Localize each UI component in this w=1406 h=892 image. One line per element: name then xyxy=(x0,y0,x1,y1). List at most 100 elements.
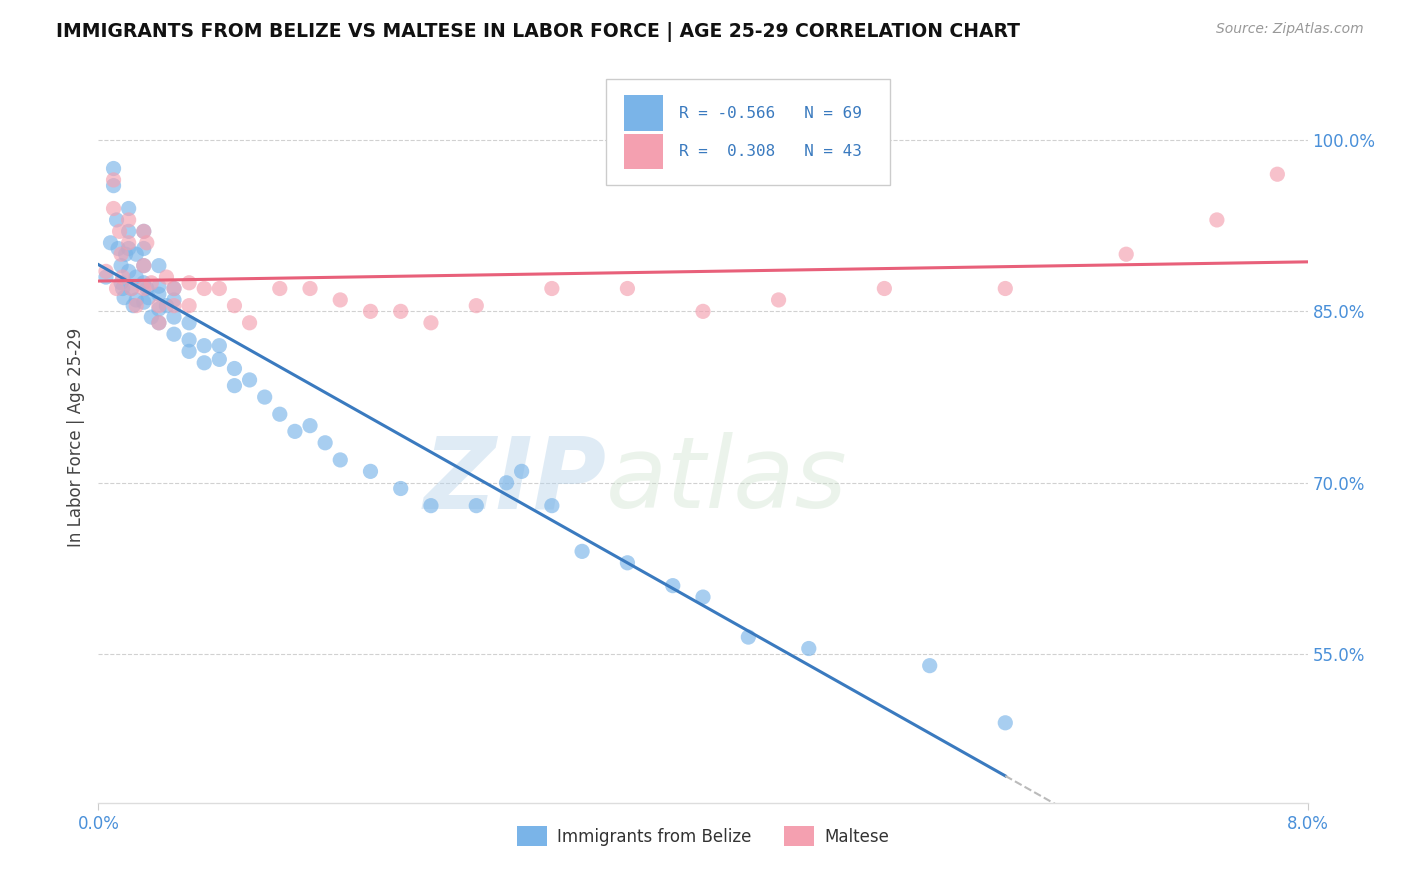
Point xyxy=(208,281,231,295)
Text: atlas: atlas xyxy=(606,433,848,530)
Point xyxy=(873,281,896,295)
Point xyxy=(329,453,352,467)
Text: IMMIGRANTS FROM BELIZE VS MALTESE IN LABOR FORCE | AGE 25-29 CORRELATION CHART: IMMIGRANTS FROM BELIZE VS MALTESE IN LAB… xyxy=(56,22,1021,42)
Point xyxy=(107,242,129,256)
Point xyxy=(125,299,148,313)
Point xyxy=(1115,247,1137,261)
Point xyxy=(118,242,141,256)
Point xyxy=(1206,213,1229,227)
Point xyxy=(253,390,276,404)
Point xyxy=(110,259,132,273)
Point xyxy=(148,301,170,317)
Point xyxy=(692,304,714,318)
Point xyxy=(155,299,177,313)
Point xyxy=(360,304,382,318)
Point xyxy=(148,287,170,301)
Point xyxy=(918,658,941,673)
Point xyxy=(692,590,714,604)
Text: R = -0.566   N = 69: R = -0.566 N = 69 xyxy=(679,105,862,120)
Point xyxy=(420,499,443,513)
Point xyxy=(224,299,246,313)
Point xyxy=(269,281,291,295)
Point xyxy=(224,361,246,376)
Point xyxy=(111,270,134,285)
Point xyxy=(118,264,141,278)
Point xyxy=(179,316,201,330)
Point xyxy=(105,281,128,295)
Point xyxy=(465,499,488,513)
Point xyxy=(108,224,131,238)
Point xyxy=(616,556,638,570)
Point xyxy=(163,299,186,313)
Point xyxy=(141,276,163,290)
Point xyxy=(163,293,186,307)
Legend: Immigrants from Belize, Maltese: Immigrants from Belize, Maltese xyxy=(510,820,896,853)
Point xyxy=(661,579,683,593)
Point xyxy=(132,242,155,256)
Text: Source: ZipAtlas.com: Source: ZipAtlas.com xyxy=(1216,22,1364,37)
Point xyxy=(163,281,186,295)
Point xyxy=(994,281,1017,295)
Point xyxy=(510,464,533,478)
Point xyxy=(193,281,215,295)
Point xyxy=(125,270,148,285)
Point xyxy=(571,544,593,558)
Point xyxy=(495,475,517,490)
Point xyxy=(360,464,382,478)
Point xyxy=(163,327,186,342)
Point xyxy=(121,281,143,295)
Point xyxy=(420,316,443,330)
Point xyxy=(224,378,246,392)
Point xyxy=(118,224,141,238)
Point xyxy=(132,224,155,238)
Point xyxy=(112,291,135,305)
Point xyxy=(208,339,231,353)
Point xyxy=(179,344,201,359)
Point xyxy=(148,316,170,330)
Point xyxy=(239,316,262,330)
Point xyxy=(540,499,562,513)
Point xyxy=(1267,167,1289,181)
Point xyxy=(768,293,790,307)
Point xyxy=(193,339,215,353)
Point xyxy=(179,333,201,347)
Point xyxy=(132,295,155,310)
Point xyxy=(100,235,122,250)
Point xyxy=(118,213,141,227)
Point xyxy=(148,279,170,293)
Point xyxy=(121,281,143,295)
FancyBboxPatch shape xyxy=(606,78,890,185)
Point xyxy=(125,247,148,261)
Point xyxy=(132,259,155,273)
Point xyxy=(114,247,136,261)
Point xyxy=(118,235,141,250)
Point xyxy=(540,281,562,295)
Bar xyxy=(624,135,664,169)
Point xyxy=(148,316,170,330)
Point xyxy=(103,161,125,176)
Point xyxy=(284,425,307,439)
Point xyxy=(299,281,322,295)
Point xyxy=(797,641,820,656)
Point xyxy=(389,304,412,318)
Point xyxy=(135,281,157,295)
Point xyxy=(103,173,125,187)
Point xyxy=(132,276,155,290)
Point xyxy=(105,213,128,227)
Point xyxy=(148,259,170,273)
Point xyxy=(329,293,352,307)
Point xyxy=(135,235,157,250)
Point xyxy=(179,299,201,313)
Point xyxy=(132,259,155,273)
Point xyxy=(163,310,186,324)
Point xyxy=(994,715,1017,730)
Point xyxy=(94,270,117,285)
Point xyxy=(155,270,177,285)
Bar xyxy=(624,95,664,130)
Point xyxy=(118,202,141,216)
Y-axis label: In Labor Force | Age 25-29: In Labor Force | Age 25-29 xyxy=(66,327,84,547)
Point xyxy=(103,178,125,193)
Point xyxy=(179,276,201,290)
Point xyxy=(737,630,759,644)
Point xyxy=(314,435,336,450)
